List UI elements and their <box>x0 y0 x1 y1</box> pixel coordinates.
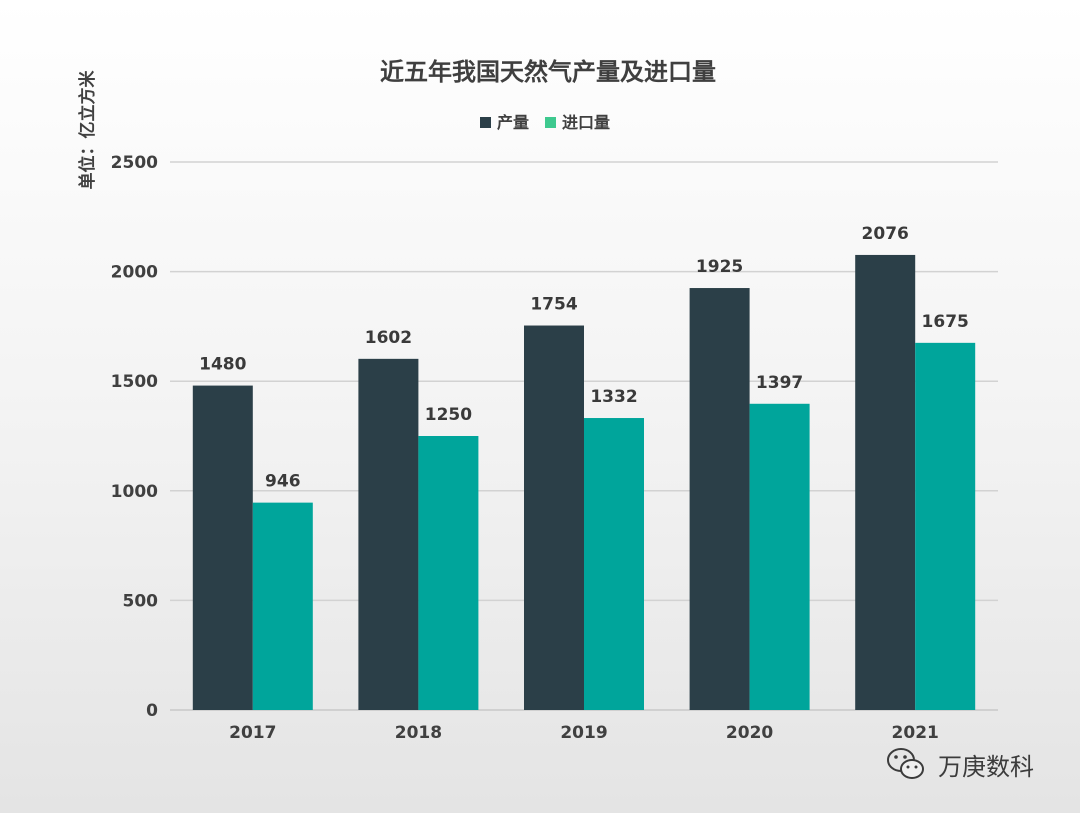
y-tick-label: 2000 <box>111 263 158 283</box>
y-tick-label: 1500 <box>111 372 158 392</box>
bar <box>418 436 479 710</box>
legend: 产量 进口量 <box>480 113 610 132</box>
data-label: 946 <box>265 472 301 492</box>
data-label: 1397 <box>756 373 803 393</box>
data-label: 1754 <box>530 295 577 315</box>
legend-entry: 进口量 <box>562 113 610 132</box>
legend-entry: 产量 <box>497 113 529 132</box>
data-label: 2076 <box>862 224 909 244</box>
data-label: 1480 <box>199 355 246 375</box>
data-label: 1332 <box>590 387 637 407</box>
x-tick-label: 2020 <box>726 723 773 743</box>
bar <box>749 403 810 710</box>
y-axis-label: 单位：亿立方米 <box>77 70 98 190</box>
y-axis-ticks: 0 500 1000 1500 2000 2500 <box>111 153 158 721</box>
x-tick-label: 2021 <box>892 723 939 743</box>
x-tick-label: 2018 <box>395 723 442 743</box>
y-tick-label: 0 <box>146 701 158 721</box>
data-label: 1925 <box>696 257 743 277</box>
x-tick-label: 2017 <box>229 723 276 743</box>
y-tick-label: 1000 <box>111 482 158 502</box>
bar <box>252 502 313 710</box>
chart-title: 近五年我国天然气产量及进口量 <box>380 58 716 86</box>
data-label: 1602 <box>365 328 412 348</box>
bar <box>524 325 584 710</box>
bar <box>584 418 644 710</box>
data-label: 1250 <box>425 405 472 425</box>
bar <box>855 254 916 710</box>
bar <box>358 358 419 710</box>
bar <box>689 288 750 710</box>
y-tick-label: 500 <box>123 591 159 611</box>
watermark-text: 万庚数科 <box>938 753 1034 781</box>
watermark: 万庚数科 <box>887 748 1034 781</box>
bar <box>192 385 253 710</box>
legend-swatch <box>545 117 556 128</box>
legend-swatch <box>480 117 491 128</box>
wechat-icon <box>887 748 924 779</box>
data-label: 1675 <box>922 312 969 332</box>
bar <box>915 342 976 710</box>
data-labels: 1480 946 1602 1250 1754 1332 1925 1397 2076 1675 <box>199 224 969 492</box>
y-tick-label: 2500 <box>111 153 158 173</box>
x-tick-label: 2019 <box>560 723 607 743</box>
bars <box>192 254 976 710</box>
x-axis-ticks: 2017 2018 2019 2020 2021 <box>229 723 939 743</box>
